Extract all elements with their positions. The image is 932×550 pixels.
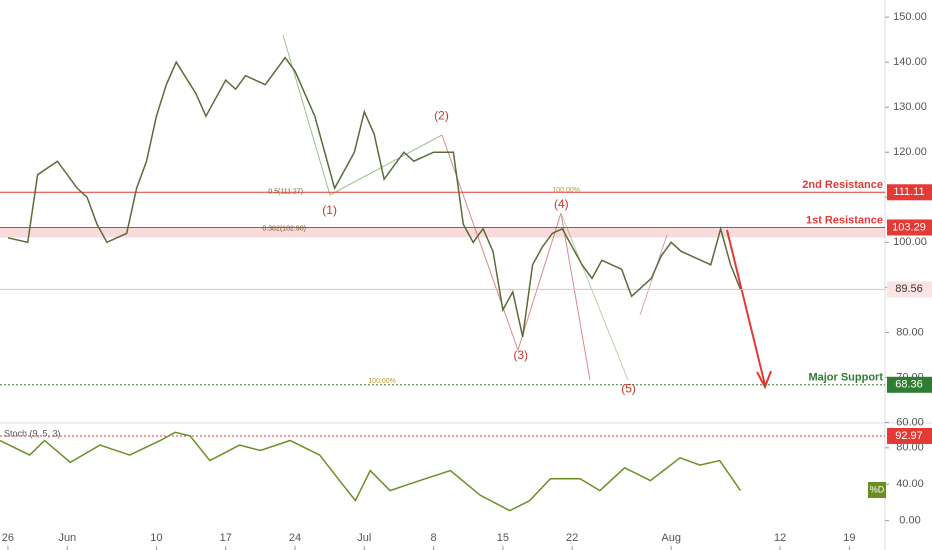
- y-tick-label: 140.00: [893, 56, 927, 68]
- y-tick-label: 80.00: [896, 442, 924, 454]
- price-tag-label: 68.36: [895, 379, 923, 391]
- price-tag-label: 92.97: [895, 430, 923, 442]
- price-tag-label: 103.29: [892, 221, 926, 233]
- x-tick-label: Jun: [58, 532, 76, 544]
- price-tag: [887, 427, 932, 444]
- y-tick-label: 80.00: [896, 326, 924, 338]
- legend-label: %D: [870, 484, 885, 494]
- y-tick-label: 60.00: [896, 416, 924, 428]
- x-tick-label: Jul: [357, 532, 371, 544]
- price-tag: [887, 376, 932, 393]
- fib-label: 100.00%: [552, 187, 580, 194]
- wave-label: (1): [322, 203, 337, 217]
- x-tick-label: 12: [774, 532, 786, 544]
- legend-box: [868, 482, 886, 498]
- level-label: 1st Resistance: [806, 214, 883, 226]
- wave-label: (2): [434, 108, 449, 122]
- y-tick-label: 150.00: [893, 11, 927, 23]
- line-series: [0, 431, 742, 512]
- y-tick-label: 100.00: [893, 236, 927, 248]
- price-tag: [887, 281, 932, 298]
- x-tick-label: 19: [843, 532, 855, 544]
- wave-label: (5): [621, 382, 636, 396]
- arrow: [441, 134, 591, 381]
- x-tick-label: 8: [431, 532, 437, 544]
- wave-label: (3): [513, 348, 528, 362]
- price-tag-label: 89.56: [895, 283, 923, 295]
- resistance-band: [0, 227, 885, 238]
- x-tick-label: 22: [566, 532, 578, 544]
- level-label: 2nd Resistance: [802, 179, 883, 191]
- arrow-head: [756, 370, 772, 390]
- fib-label: 0.382(102.98): [262, 226, 306, 233]
- y-tick-label: 120.00: [893, 146, 927, 158]
- fib-label: 100.00%: [368, 378, 396, 385]
- fib-label: 0.5(111.27): [268, 188, 303, 195]
- arrow: [282, 34, 443, 196]
- level-label: Major Support: [808, 372, 883, 384]
- y-tick-label: 0.00: [899, 515, 920, 527]
- x-tick-label: 17: [220, 532, 232, 544]
- price-tag: [887, 219, 932, 236]
- y-tick-label: 130.00: [893, 101, 927, 113]
- x-tick-label: Aug: [661, 532, 681, 544]
- x-tick-label: 10: [150, 532, 162, 544]
- y-tick-label: 40.00: [896, 478, 924, 490]
- x-tick-label: 26: [2, 532, 14, 544]
- pane-title: Stoch (9, 5, 3): [4, 428, 61, 438]
- price-tag-label: 111.11: [893, 186, 924, 198]
- forecast-arrow: [726, 229, 766, 386]
- line-series: [7, 56, 742, 338]
- x-tick-label: 15: [497, 532, 509, 544]
- arrow: [560, 212, 629, 381]
- price-tag: [887, 184, 932, 201]
- wave-label: (4): [554, 197, 569, 211]
- x-tick-label: 24: [289, 532, 301, 544]
